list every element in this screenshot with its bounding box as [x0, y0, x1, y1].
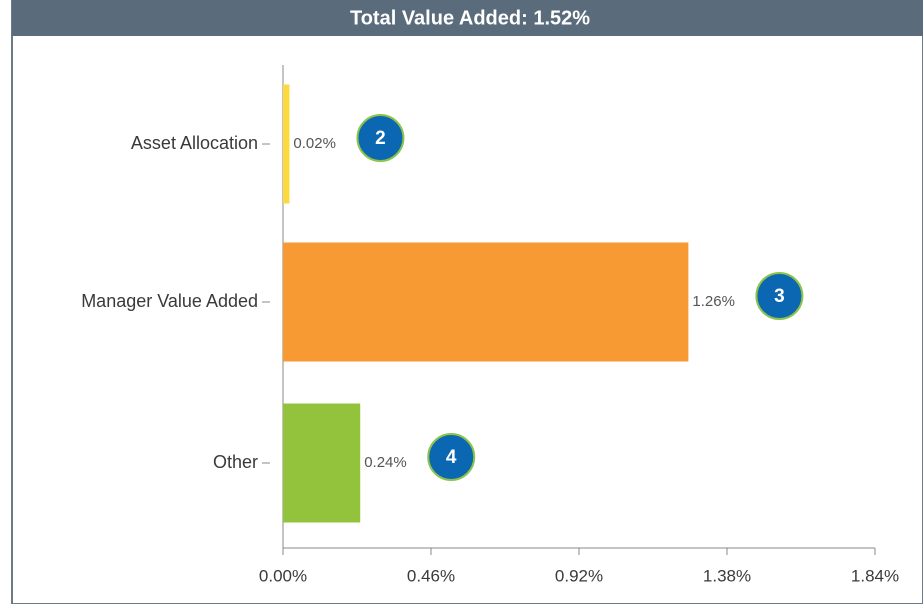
x-tick-label: 1.84% — [851, 566, 899, 585]
category-label: Asset Allocation — [131, 133, 258, 153]
x-tick-label: 1.38% — [703, 566, 751, 585]
bar — [283, 84, 290, 204]
annotation-badge — [356, 114, 405, 162]
annotation-badge — [755, 272, 804, 320]
bar — [283, 242, 689, 362]
x-tick-label: 0.00% — [259, 566, 307, 585]
annotation-number: 3 — [774, 286, 785, 307]
chart-title: Total Value Added: 1.52% — [350, 7, 590, 29]
annotation-number: 2 — [375, 128, 386, 149]
value-label: 1.26% — [692, 293, 735, 310]
category-label: Other — [213, 452, 258, 472]
x-tick-label: 0.92% — [555, 566, 603, 585]
value-label: 0.02% — [293, 135, 336, 152]
value-label: 0.24% — [364, 454, 407, 471]
category-label: Manager Value Added — [81, 291, 258, 311]
header — [12, 0, 923, 36]
annotation-number: 4 — [446, 447, 457, 468]
bar — [283, 403, 361, 523]
x-tick-label: 0.46% — [407, 566, 455, 585]
annotation-badge — [427, 433, 476, 481]
